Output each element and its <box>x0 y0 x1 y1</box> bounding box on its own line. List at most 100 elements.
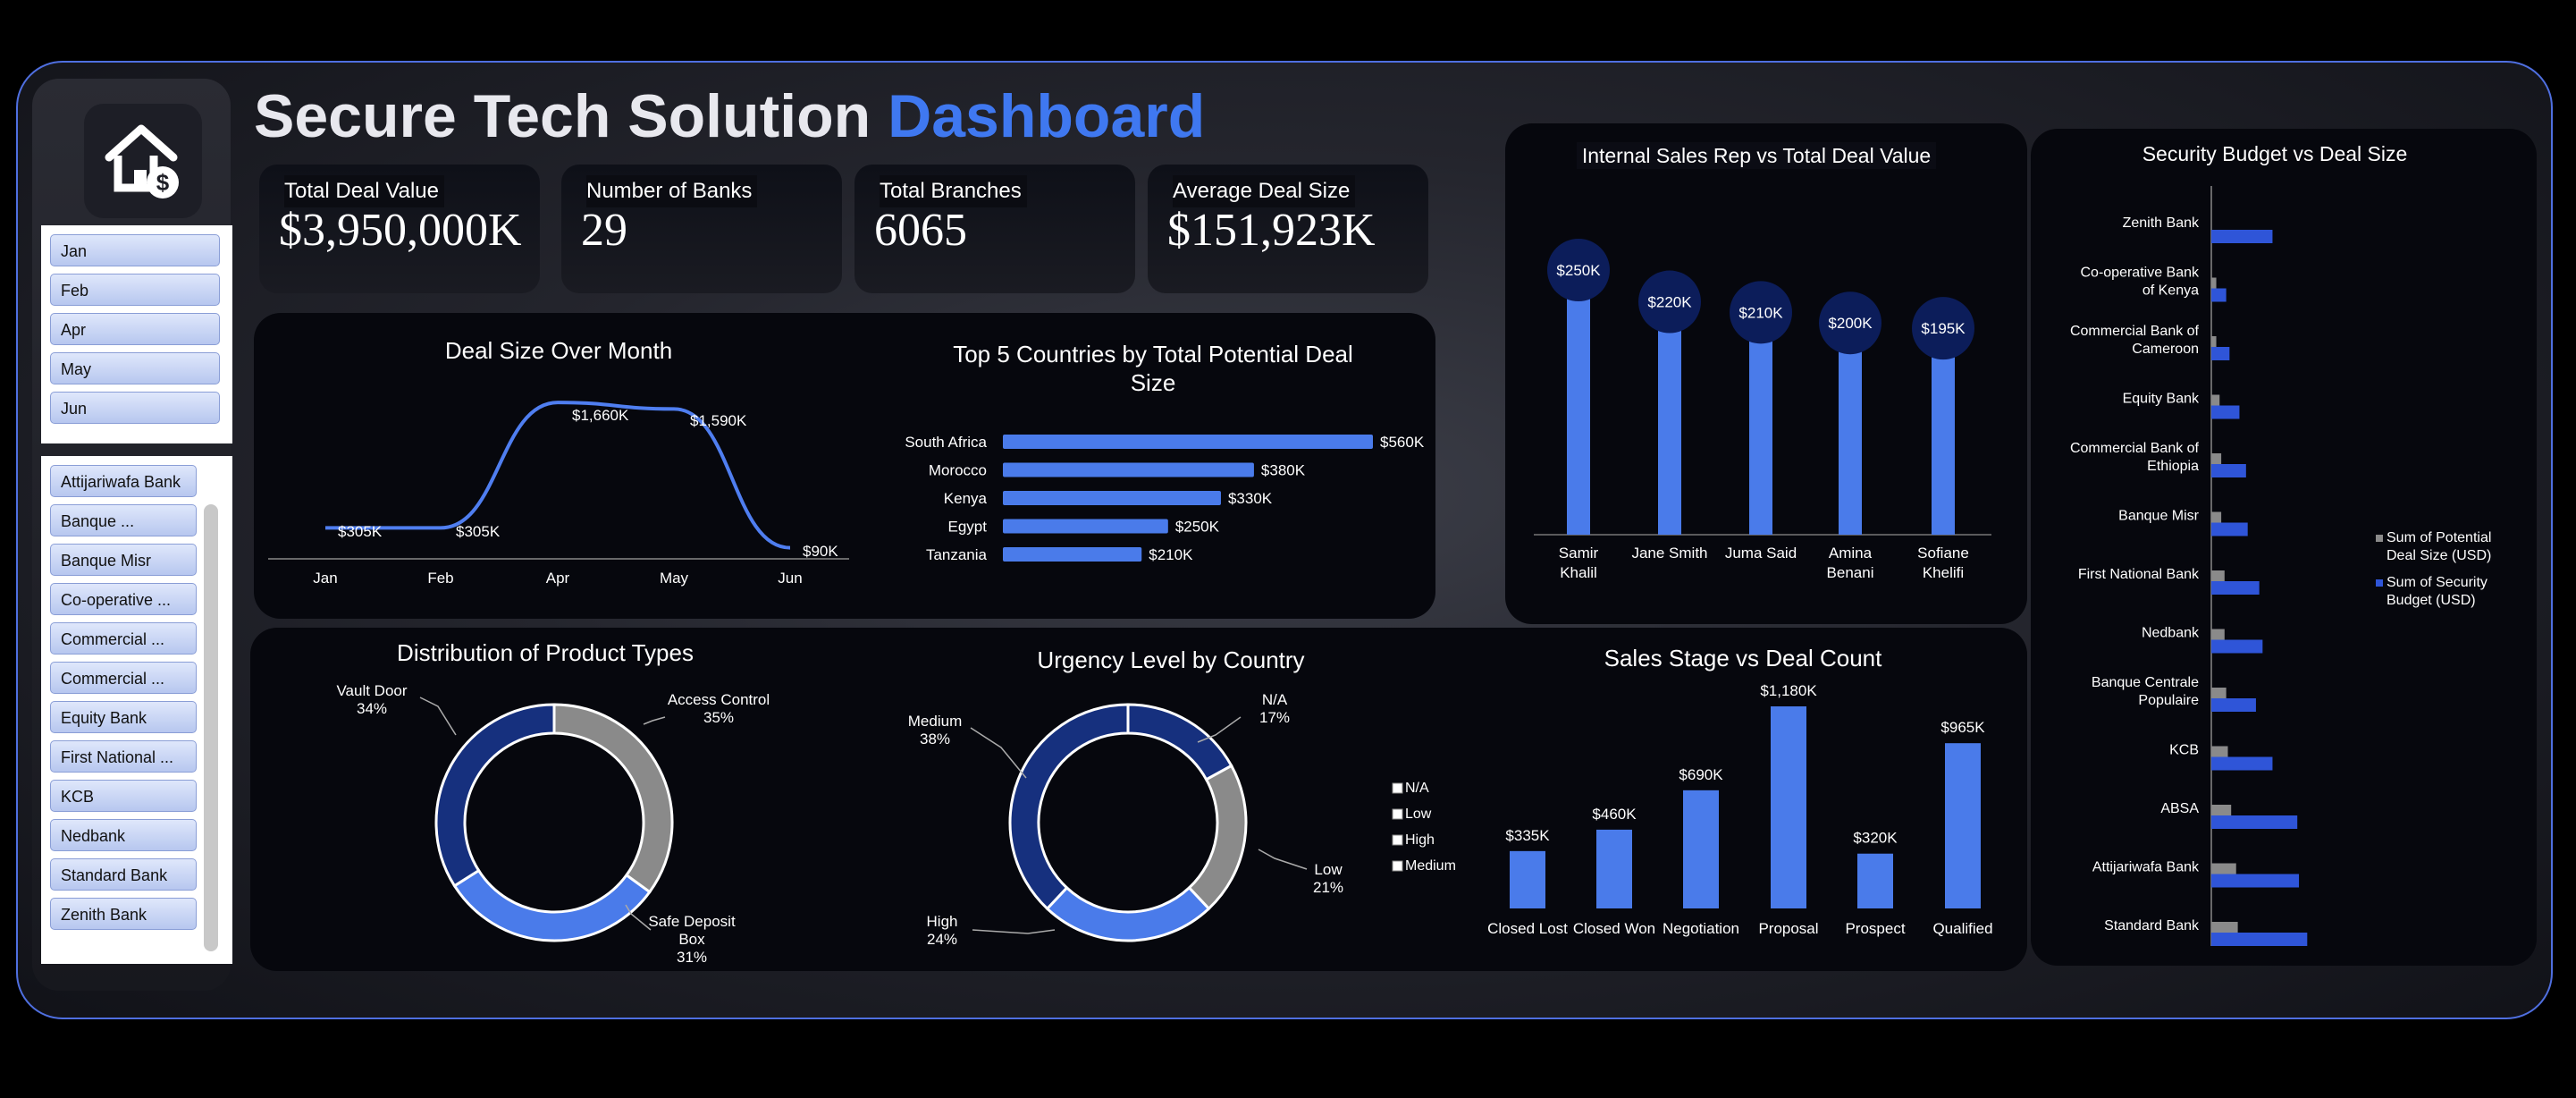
bar <box>1003 462 1254 477</box>
legend-swatch <box>2376 535 2383 542</box>
data-label: $460K <box>1592 806 1637 823</box>
data-label: $560K <box>1380 434 1425 451</box>
donut-slice <box>1126 703 1233 781</box>
bar-security-budget <box>2211 464 2246 477</box>
kpi-number-of-banks: Number of Banks 29 <box>561 165 842 293</box>
data-label: $220K <box>1647 294 1692 311</box>
bar-deal-size <box>2211 453 2222 466</box>
bank-button[interactable]: Commercial ... <box>50 662 197 694</box>
month-button[interactable]: Feb <box>50 274 220 306</box>
legend-swatch <box>1392 782 1403 794</box>
legend-label: Medium <box>1405 858 1456 874</box>
bar-security-budget <box>2211 288 2227 302</box>
data-label: $250K <box>1556 262 1601 279</box>
bank-button[interactable]: Co-operative ... <box>50 583 197 615</box>
kpi-label: Total Deal Value <box>284 175 444 207</box>
month-button[interactable]: Jan <box>50 234 220 266</box>
y-tick-label: Kenya <box>944 490 988 507</box>
chart-title-sales-rep-text: Internal Sales Rep vs Total Deal Value <box>1576 142 1937 169</box>
y-tick-label: Attijariwafa Bank <box>2092 860 2200 875</box>
bar <box>1567 270 1590 535</box>
bubble <box>1912 297 1974 360</box>
y-tick-label: Commercial Bank of Cameroon <box>2070 324 2200 357</box>
y-tick-label: Equity Bank <box>2123 392 2200 407</box>
chart-title-urgency-level: Urgency Level by Country <box>1037 646 1305 673</box>
month-button[interactable]: Apr <box>50 313 220 345</box>
svg-text:$: $ <box>156 169 170 196</box>
data-label: $90K <box>803 543 838 560</box>
bank-button[interactable]: Nedbank <box>50 819 197 851</box>
series-line <box>324 401 791 550</box>
data-label: $210K <box>1149 546 1193 563</box>
y-tick-label: South Africa <box>905 434 987 451</box>
donut-slice <box>434 703 556 888</box>
bank-button[interactable]: KCB <box>50 780 197 812</box>
bank-button[interactable]: Zenith Bank <box>50 898 197 930</box>
bar-security-budget <box>2211 230 2273 243</box>
bar <box>1683 790 1719 908</box>
bank-button[interactable]: Banque ... <box>50 504 197 536</box>
y-tick-label: Egypt <box>948 519 988 536</box>
bar-security-budget <box>2211 522 2248 536</box>
x-tick-label: Closed Won <box>1573 920 1655 937</box>
bar <box>1839 323 1862 535</box>
x-tick-label: Jane Smith <box>1631 545 1707 562</box>
x-tick-label: Jun <box>778 570 802 587</box>
y-tick-label: Banque Centrale Populaire <box>2092 675 2199 708</box>
kpi-average-deal-size: Average Deal Size $151,923K <box>1148 165 1428 293</box>
donut-label: High 24% <box>927 913 958 948</box>
data-label: $380K <box>1261 462 1306 479</box>
x-tick-label: Closed Lost <box>1487 920 1568 937</box>
bubble <box>1730 281 1792 344</box>
data-label: $320K <box>1853 830 1898 847</box>
legend-label: Low <box>1405 807 1432 822</box>
bar-security-budget <box>2211 815 2298 829</box>
bar <box>1857 853 1893 908</box>
bank-button[interactable]: First National ... <box>50 740 197 773</box>
legend-swatch <box>1392 834 1403 846</box>
legend-swatch <box>1392 808 1403 820</box>
x-tick-label: Samir Khalil <box>1559 545 1599 581</box>
bar <box>1771 706 1806 908</box>
month-button[interactable]: Jun <box>50 392 220 424</box>
bank-button[interactable]: Attijariwafa Bank <box>50 465 197 497</box>
y-tick-label: Standard Bank <box>2104 918 2200 933</box>
bank-button[interactable]: Commercial ... <box>50 622 197 655</box>
x-tick-label: Jan <box>313 570 337 587</box>
bar-security-budget <box>2211 698 2256 712</box>
donut-slice <box>1187 764 1248 911</box>
chart-title-top-countries: Top 5 Countries by Total Potential Deal … <box>953 341 1353 396</box>
bank-button[interactable]: Standard Bank <box>50 858 197 891</box>
bank-button[interactable]: Banque Misr <box>50 544 197 576</box>
title-accent: Dashboard <box>888 82 1206 150</box>
leader-line <box>970 727 1027 779</box>
legend-label: N/A <box>1405 781 1429 796</box>
x-tick-label: May <box>660 570 689 587</box>
leader-line <box>625 904 652 931</box>
data-label: $1,660K <box>572 407 629 424</box>
donut-label: Vault Door 34% <box>336 682 407 717</box>
data-label: $305K <box>456 523 501 540</box>
legend-swatch <box>1392 860 1403 872</box>
leader-line <box>643 716 666 725</box>
bar <box>1749 312 1772 535</box>
donut-slice <box>1008 703 1130 911</box>
bank-button[interactable]: Equity Bank <box>50 701 197 733</box>
chart-title-sales-rep: Internal Sales Rep vs Total Deal Value <box>1573 141 1940 170</box>
kpi-value: 29 <box>581 205 627 256</box>
legend-swatch <box>2376 579 2383 587</box>
bank-slicer: Attijariwafa Bank Banque ... Banque Misr Co… <box>41 456 232 964</box>
data-label: $210K <box>1738 304 1783 321</box>
y-tick-label: Co-operative Bank of Kenya <box>2080 266 2200 299</box>
leader-line <box>419 697 457 736</box>
donut-label: Access Control 35% <box>668 691 770 726</box>
bar <box>1510 850 1545 908</box>
bar-security-budget <box>2211 405 2240 419</box>
x-tick-label: Apr <box>546 570 570 587</box>
x-tick-label: Feb <box>427 570 453 587</box>
data-label: $335K <box>1505 827 1550 844</box>
bubble <box>1819 291 1881 355</box>
month-button[interactable]: May <box>50 352 220 384</box>
bank-slicer-scrollbar[interactable] <box>204 504 218 951</box>
y-tick-label: Nedbank <box>2142 626 2200 641</box>
